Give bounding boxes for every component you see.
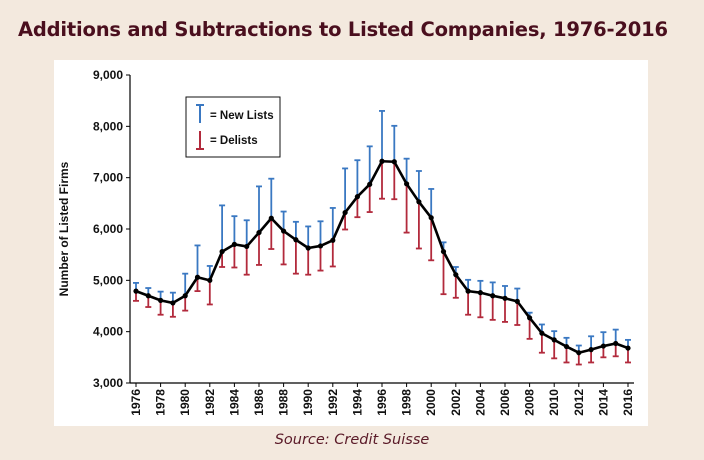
- x-tick-label: 2016: [621, 389, 635, 416]
- data-point: [244, 243, 250, 250]
- data-point: [527, 315, 533, 321]
- data-point: [281, 228, 287, 234]
- x-tick-label: 2002: [449, 389, 463, 416]
- error-bars: [133, 110, 631, 366]
- data-point: [465, 288, 471, 294]
- x-tick-label: 2008: [523, 389, 537, 416]
- chart-axes: 3,000 4,000 5,000 6,000 7,000 8,000 9,000 1976 1…: [57, 68, 635, 416]
- data-point: [404, 181, 410, 187]
- data-point: [194, 274, 201, 280]
- x-tick-label: 1994: [350, 389, 364, 416]
- legend-box: [185, 96, 281, 158]
- x-tick-label: 1976: [129, 389, 143, 416]
- y-tick-label: 4,000: [93, 325, 123, 339]
- data-point: [293, 237, 299, 243]
- x-tick-label: 2012: [572, 389, 586, 416]
- data-point: [256, 229, 262, 236]
- data-point: [330, 237, 336, 243]
- data-point: [613, 340, 619, 347]
- legend-label-new-lists: = New Lists: [210, 110, 274, 122]
- x-tick-label: 1978: [154, 389, 168, 416]
- data-point: [514, 298, 520, 304]
- x-tick-label: 1992: [326, 389, 340, 416]
- line-chart: 3,000 4,000 5,000 6,000 7,000 8,000 9,000 1976 1…: [57, 68, 635, 416]
- x-tick-label: 2000: [424, 389, 438, 416]
- data-point: [170, 300, 176, 306]
- y-tick-label: 8,000: [93, 119, 123, 133]
- data-point: [391, 159, 397, 165]
- data-point: [219, 248, 225, 255]
- data-point: [367, 181, 373, 187]
- data-point: [231, 241, 237, 247]
- x-tick-label: 1990: [301, 389, 315, 416]
- x-tick-label: 2006: [498, 389, 512, 416]
- x-tick-label: 2004: [473, 389, 487, 416]
- y-tick-label: 5,000: [93, 273, 123, 287]
- data-point: [158, 297, 164, 303]
- chart-legend: = New Lists = Delists: [185, 96, 281, 158]
- data-point: [490, 293, 496, 299]
- chart-panel: 3,000 4,000 5,000 6,000 7,000 8,000 9,000 1976 1…: [54, 60, 648, 426]
- x-tick-label: 2014: [596, 389, 610, 416]
- data-point: [317, 243, 324, 249]
- data-point: [551, 337, 557, 343]
- y-tick-label: 3,000: [93, 376, 123, 390]
- data-point: [342, 209, 348, 216]
- y-axis-label: Number of Listed Firms: [57, 161, 71, 296]
- data-point: [305, 245, 311, 251]
- data-point: [416, 199, 422, 205]
- x-tick-label: 1980: [178, 389, 192, 416]
- data-point: [576, 350, 582, 356]
- x-tick-label: 1998: [400, 389, 414, 416]
- y-tick-label: 7,000: [93, 171, 123, 185]
- data-point: [207, 277, 213, 283]
- data-point: [477, 290, 483, 296]
- x-tick-label: 2010: [547, 389, 561, 416]
- data-point: [268, 215, 274, 221]
- data-point: [428, 215, 434, 221]
- data-point: [133, 288, 139, 294]
- data-point: [354, 194, 360, 200]
- x-tick-label: 1996: [375, 389, 389, 416]
- data-point: [600, 343, 607, 349]
- series-line-group: [133, 158, 631, 356]
- y-tick-label: 6,000: [93, 222, 123, 236]
- page-title: Additions and Subtractions to Listed Com…: [18, 18, 668, 41]
- data-point: [502, 295, 508, 301]
- data-point: [379, 158, 385, 164]
- x-tick-label: 1982: [203, 389, 217, 416]
- data-point: [539, 330, 545, 336]
- source-note: Source: Credit Suisse: [274, 432, 430, 448]
- data-point: [440, 248, 447, 255]
- data-point: [625, 345, 631, 351]
- x-tick-label: 1986: [252, 389, 266, 416]
- data-point: [145, 293, 151, 299]
- x-tick-label: 1984: [227, 389, 241, 416]
- data-point: [563, 343, 570, 350]
- x-tick-label: 1988: [277, 389, 291, 416]
- data-point: [588, 347, 594, 353]
- data-point: [453, 272, 459, 278]
- y-tick-label: 9,000: [93, 68, 123, 82]
- legend-label-delists: = Delists: [210, 135, 258, 147]
- data-point: [182, 293, 188, 299]
